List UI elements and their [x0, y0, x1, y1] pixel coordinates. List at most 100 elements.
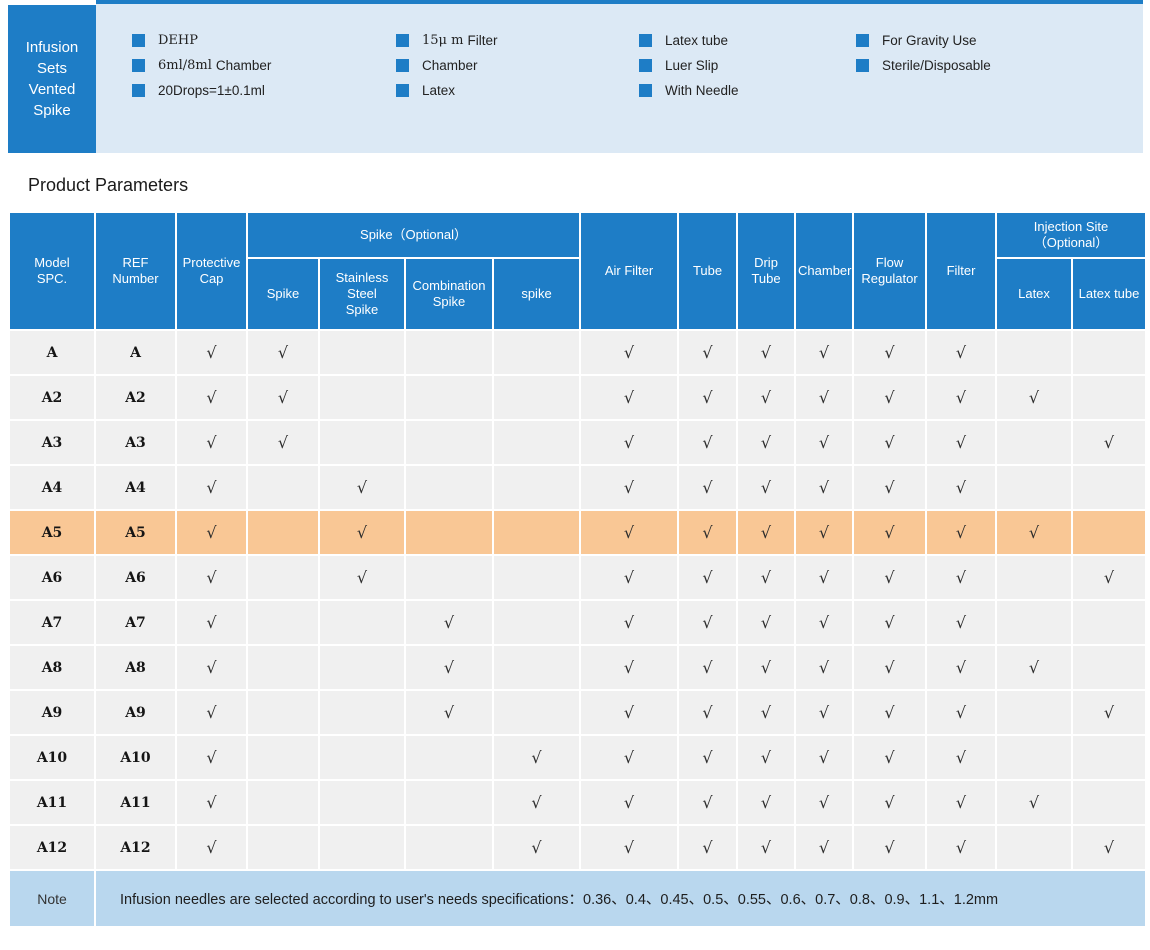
bullet-square-icon [639, 33, 652, 47]
header-injection-site-group: Injection Site （Optional） [997, 213, 1146, 257]
check-mark-cell-latex: √ [997, 646, 1072, 689]
ref-cell: A6 [96, 556, 175, 599]
feature-text: Luer Slip [665, 57, 719, 73]
feature-text: Sterile/Disposable [882, 57, 991, 73]
bullet-square-icon [639, 83, 652, 97]
header-spike-lower: spike [494, 259, 580, 329]
empty-cell-spike [248, 691, 318, 734]
feature-column-1: DEHP 6ml/8ml Chamber 20Drops=1±0.1ml [132, 32, 271, 107]
empty-cell-spike [248, 601, 318, 644]
check-mark-cell-flow_regulator: √ [854, 421, 926, 464]
check-mark-cell-drip_tube: √ [738, 646, 795, 689]
check-mark-cell-flow_regulator: √ [854, 826, 926, 869]
check-mark-cell-drip_tube: √ [738, 826, 795, 869]
empty-cell-latex_tube [1073, 781, 1146, 824]
empty-cell-spike2 [494, 556, 580, 599]
feature-text: With Needle [665, 82, 739, 98]
check-mark-cell-air_filter: √ [581, 511, 678, 554]
feature-item: Latex [396, 82, 497, 98]
check-mark-cell-filter: √ [927, 511, 996, 554]
ref-cell: A [96, 331, 175, 374]
check-mark-cell-air_filter: √ [581, 466, 678, 509]
empty-cell-stainless_steel_spike [320, 736, 404, 779]
feature-text: Latex [422, 82, 456, 98]
bullet-square-icon [132, 58, 145, 72]
empty-cell-spike [248, 556, 318, 599]
check-mark-cell-chamber: √ [796, 736, 853, 779]
empty-cell-latex_tube [1073, 331, 1146, 374]
empty-cell-spike2 [494, 421, 580, 464]
header-flow-regulator: Flow Regulator [854, 213, 926, 329]
table-header: Model SPC. REF Number Protective Cap Spi… [10, 213, 1146, 329]
empty-cell-spike2 [494, 646, 580, 689]
check-mark-cell-filter: √ [927, 781, 996, 824]
empty-cell-combination_spike [406, 556, 492, 599]
empty-cell-latex_tube [1073, 646, 1146, 689]
feature-item: 20Drops=1±0.1ml [132, 82, 271, 98]
feature-text: For Gravity Use [882, 32, 977, 48]
empty-cell-stainless_steel_spike [320, 331, 404, 374]
empty-cell-stainless_steel_spike [320, 421, 404, 464]
check-mark-cell-chamber: √ [796, 691, 853, 734]
feature-panel: DEHP 6ml/8ml Chamber 20Drops=1±0.1ml 15μ… [96, 0, 1143, 153]
empty-cell-latex_tube [1073, 511, 1146, 554]
table-row: A10 A10 √ √ √ √ √ √ √ √ [10, 736, 1146, 779]
feature-item: Luer Slip [639, 57, 739, 73]
check-mark-cell-filter: √ [927, 736, 996, 779]
check-mark-cell-drip_tube: √ [738, 556, 795, 599]
check-mark-cell-protective_cap: √ [177, 691, 246, 734]
check-mark-cell-drip_tube: √ [738, 601, 795, 644]
empty-cell-spike2 [494, 511, 580, 554]
model-cell: A2 [10, 376, 94, 419]
header-protective-cap: Protective Cap [177, 213, 246, 329]
check-mark-cell-spike: √ [248, 376, 318, 419]
check-mark-cell-air_filter: √ [581, 376, 678, 419]
check-mark-cell-drip_tube: √ [738, 331, 795, 374]
check-mark-cell-combination_spike: √ [406, 646, 492, 689]
table-row: A5 A5 √ √ √ √ √ √ √ √ √ [10, 511, 1146, 554]
bullet-square-icon [132, 33, 145, 47]
empty-cell-latex [997, 691, 1072, 734]
table-footer: Note Infusion needles are selected accor… [10, 871, 1146, 926]
check-mark-cell-filter: √ [927, 421, 996, 464]
empty-cell-stainless_steel_spike [320, 781, 404, 824]
header-chamber: Chamber [796, 213, 853, 329]
check-mark-cell-flow_regulator: √ [854, 781, 926, 824]
header-drip-tube: Drip Tube [738, 213, 795, 329]
check-mark-cell-tube: √ [679, 331, 737, 374]
check-mark-cell-flow_regulator: √ [854, 646, 926, 689]
feature-text: Chamber [215, 57, 272, 73]
check-mark-cell-latex_tube: √ [1073, 691, 1146, 734]
empty-cell-combination_spike [406, 736, 492, 779]
table-row: A4 A4 √ √ √ √ √ √ √ √ [10, 466, 1146, 509]
header-spike: Spike [248, 259, 318, 329]
header-stainless-steel-spike: Stainless Steel Spike [320, 259, 404, 329]
empty-cell-spike [248, 511, 318, 554]
feature-text: Filter [467, 32, 498, 48]
empty-cell-combination_spike [406, 466, 492, 509]
header-air-filter: Air Filter [581, 213, 678, 329]
check-mark-cell-filter: √ [927, 556, 996, 599]
check-mark-cell-filter: √ [927, 826, 996, 869]
empty-cell-combination_spike [406, 511, 492, 554]
check-mark-cell-chamber: √ [796, 556, 853, 599]
empty-cell-latex_tube [1073, 736, 1146, 779]
feature-text-prefix: 15μ m [422, 32, 464, 48]
ref-cell: A9 [96, 691, 175, 734]
check-mark-cell-spike2: √ [494, 826, 580, 869]
check-mark-cell-drip_tube: √ [738, 781, 795, 824]
check-mark-cell-drip_tube: √ [738, 421, 795, 464]
feature-text-prefix: DEHP [158, 32, 198, 48]
empty-cell-spike2 [494, 466, 580, 509]
page-title: Product Parameters [28, 175, 189, 195]
bullet-square-icon [396, 83, 409, 97]
bullet-square-icon [396, 33, 409, 47]
check-mark-cell-protective_cap: √ [177, 466, 246, 509]
top-banner: Infusion Sets Vented Spike DEHP 6ml/8ml … [0, 0, 1150, 153]
check-mark-cell-latex: √ [997, 781, 1072, 824]
check-mark-cell-stainless_steel_spike: √ [320, 511, 404, 554]
check-mark-cell-flow_regulator: √ [854, 331, 926, 374]
check-mark-cell-protective_cap: √ [177, 826, 246, 869]
check-mark-cell-drip_tube: √ [738, 511, 795, 554]
feature-item: Sterile/Disposable [856, 57, 991, 73]
